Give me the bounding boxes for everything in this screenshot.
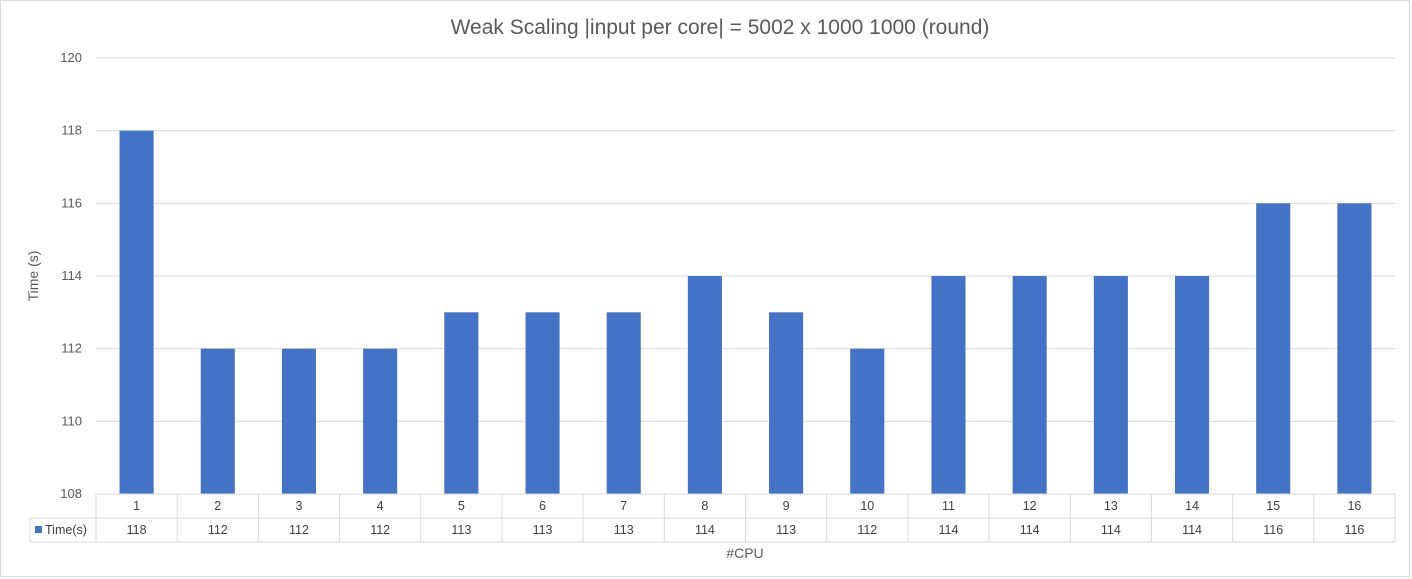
x-tick-label: 15 <box>1266 499 1280 513</box>
x-tick-label: 8 <box>701 499 708 513</box>
y-tick-label: 112 <box>61 341 82 356</box>
x-tick-label: 12 <box>1023 499 1037 513</box>
x-tick-label: 13 <box>1104 499 1118 513</box>
x-axis-title: #CPU <box>726 545 763 561</box>
x-tick-label: 10 <box>860 499 874 513</box>
bar <box>525 312 560 494</box>
y-tick-label: 116 <box>61 195 82 210</box>
x-tick-label: 4 <box>377 499 384 513</box>
x-tick-label: 6 <box>539 499 546 513</box>
data-label: 113 <box>533 523 553 537</box>
data-label: 112 <box>370 523 390 537</box>
data-label: 116 <box>1344 523 1364 537</box>
bars <box>119 130 1372 495</box>
x-tick-label: 7 <box>620 499 627 513</box>
data-label: 116 <box>1263 523 1283 537</box>
chart-title: Weak Scaling |input per core| = 5002 x 1… <box>451 16 990 39</box>
x-tick-label: 5 <box>458 499 465 513</box>
legend-label: Time(s) <box>45 523 87 537</box>
data-table: 1 118 2 112 3 112 4 112 5 113 6 113 7 113 8 114 9 113 10 11… <box>29 493 1396 543</box>
data-label: 112 <box>208 523 228 537</box>
data-label: 113 <box>614 523 634 537</box>
bar <box>200 348 235 494</box>
data-label: 114 <box>1101 523 1121 537</box>
x-tick-label: 14 <box>1185 499 1199 513</box>
data-label: 113 <box>776 523 796 537</box>
bar <box>119 130 154 494</box>
x-tick-label: 1 <box>133 499 140 513</box>
data-label: 114 <box>1182 523 1202 537</box>
y-tick-label: 108 <box>60 486 82 501</box>
bar <box>1174 276 1210 494</box>
data-label: 114 <box>695 523 715 537</box>
data-label: 112 <box>289 523 309 537</box>
bar <box>769 312 804 494</box>
bar <box>1093 276 1128 494</box>
y-tick-label: 120 <box>60 50 82 65</box>
y-axis-title: Time (s) <box>25 251 41 302</box>
bar <box>931 276 966 494</box>
legend-swatch <box>35 526 42 533</box>
bar <box>444 312 479 494</box>
bar <box>606 312 641 494</box>
bar <box>1337 203 1372 495</box>
data-label: 118 <box>127 523 147 537</box>
data-label: 113 <box>451 523 471 537</box>
y-tick-label: 110 <box>61 413 82 428</box>
y-tick-label: 118 <box>61 123 82 138</box>
bar <box>281 348 317 494</box>
bar <box>1256 203 1291 495</box>
x-tick-label: 2 <box>214 499 221 513</box>
x-tick-label: 3 <box>295 499 302 513</box>
y-tick-label: 114 <box>61 268 82 283</box>
data-label: 112 <box>857 523 877 537</box>
x-tick-label: 9 <box>783 499 790 513</box>
bar <box>687 276 722 494</box>
bar <box>850 348 885 494</box>
data-label: 114 <box>1020 523 1040 537</box>
y-axis-ticks: 108 110 112 114 116 118 120 <box>60 50 82 501</box>
bar <box>363 348 398 494</box>
x-tick-label: 11 <box>942 499 955 513</box>
x-tick-label: 16 <box>1347 499 1361 513</box>
bar <box>1012 276 1047 494</box>
data-label: 114 <box>939 523 959 537</box>
